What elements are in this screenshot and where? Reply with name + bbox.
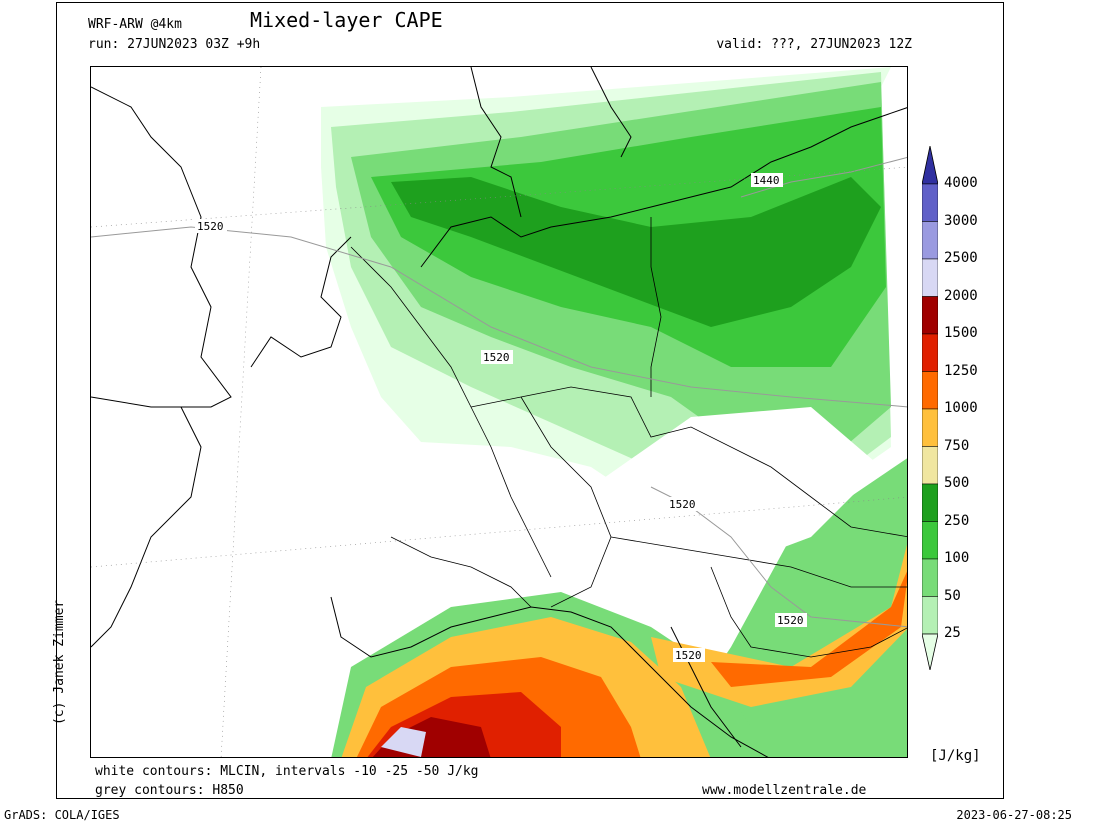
run-label: run: 27JUN2023 03Z +9h (88, 37, 261, 52)
scale-tick-label: 25 (944, 625, 961, 641)
scale-tick-label: 3000 (944, 212, 978, 229)
scale-box (922, 521, 938, 560)
scale-tick-label: 1500 (944, 325, 978, 341)
cape-area-500 (391, 177, 881, 327)
scale-tick-label: 2000 (944, 287, 978, 304)
scale-box (922, 596, 938, 635)
scale-tick-label: 750 (944, 437, 970, 454)
h850-label: 1520 (777, 614, 804, 627)
scale-tick-label: 4000 (944, 175, 978, 191)
scale-bottom-triangle (922, 633, 938, 670)
grid-lines (91, 67, 907, 757)
cape-area-south-2500 (381, 727, 426, 757)
scale-tick-label: 500 (944, 475, 970, 491)
coastlines (91, 67, 907, 757)
h850-label: 1520 (483, 351, 510, 364)
cape-map: 1440 1520 1520 1520 1520 1520 (90, 66, 908, 758)
color-scale-bar (922, 146, 938, 670)
h850-label: 1440 (753, 174, 780, 187)
h850-label-group: 1440 1520 1520 1520 1520 1520 (195, 173, 807, 662)
h850-contour-note: grey contours: H850 (95, 783, 244, 798)
cape-gap-white (591, 407, 881, 567)
scale-box (922, 258, 938, 297)
scale-tick-label: 1000 (944, 400, 978, 416)
website-label: www.modellzentrale.de (702, 783, 867, 798)
figure-frame (56, 2, 1004, 799)
model-label: WRF-ARW @4km (88, 17, 182, 32)
grads-credit: GrADS: COLA/IGES (4, 808, 120, 822)
scale-box (922, 296, 938, 335)
scale-tick-label: 250 (944, 512, 970, 529)
country-borders (350, 217, 907, 658)
cin-contour-note: white contours: MLCIN, intervals -10 -25… (95, 764, 479, 779)
scale-box (922, 221, 938, 260)
valid-label: valid: ???, 27JUN2023 12Z (716, 37, 912, 52)
scale-box (922, 371, 938, 410)
timestamp-label: 2023-06-27-08:25 (956, 808, 1072, 822)
h850-label: 1520 (197, 220, 224, 233)
scale-box (922, 483, 938, 522)
scale-box (922, 558, 938, 597)
map-canvas: 1440 1520 1520 1520 1520 1520 (91, 67, 907, 757)
map-title: Mixed-layer CAPE (250, 8, 443, 32)
scale-box (922, 408, 938, 447)
scale-tick-label: 100 (944, 550, 970, 566)
h850-label: 1520 (675, 649, 702, 662)
scale-box (922, 183, 938, 222)
scale-tick-label: 50 (944, 587, 961, 604)
h850-label: 1520 (669, 498, 696, 511)
scale-tick-label: 1250 (944, 362, 978, 379)
scale-box (922, 446, 938, 485)
credit-label: (c) Janek Zimmer (52, 599, 67, 725)
unit-label: [J/kg] (930, 748, 981, 764)
scale-top-triangle (922, 146, 938, 185)
scale-tick-label: 2500 (944, 250, 978, 266)
scale-box (922, 333, 938, 372)
cape-area-balkan-1250 (711, 571, 907, 687)
